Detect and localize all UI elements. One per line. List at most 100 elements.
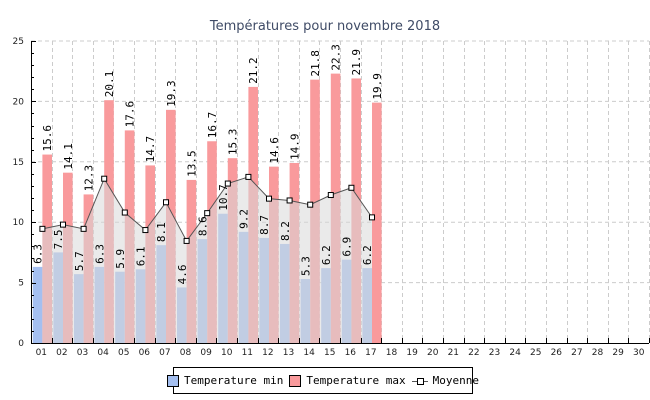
legend-label-average: Moyenne (432, 374, 480, 387)
average-point-marker (245, 173, 252, 180)
label-temperature-max: 14.9 (288, 134, 301, 161)
label-temperature-min: 5.3 (299, 256, 312, 276)
chart-title: Températures pour novembre 2018 (209, 19, 440, 34)
x-tick-label: 30 (633, 348, 645, 358)
average-point-marker (39, 225, 46, 232)
average-point-marker (101, 175, 108, 182)
x-tick-label: 16 (345, 348, 357, 358)
average-point-marker (307, 201, 314, 208)
y-tick-label: 15 (13, 158, 24, 168)
x-tick-label: 20 (427, 348, 439, 358)
label-temperature-max: 14.7 (144, 136, 157, 163)
label-temperature-max: 20.1 (103, 71, 116, 98)
average-point-marker (327, 192, 334, 199)
x-tick-label: 15 (324, 348, 335, 358)
x-tick-label: 26 (551, 348, 563, 358)
x-tick-label: 29 (612, 348, 624, 358)
label-temperature-max: 12.3 (82, 165, 95, 192)
y-tick-label: 25 (13, 37, 24, 47)
legend-label-min: Temperature min (183, 374, 284, 387)
label-temperature-max: 16.7 (206, 112, 219, 139)
x-tick-label: 09 (200, 348, 212, 358)
label-temperature-min: 6.3 (32, 244, 45, 264)
x-tick-label: 14 (303, 348, 315, 358)
x-tick-label: 08 (180, 348, 192, 358)
average-point-marker (183, 237, 190, 244)
label-temperature-max: 19.9 (371, 73, 384, 100)
average-fill-area (42, 176, 373, 343)
x-tick-label: 03 (77, 348, 88, 358)
legend-item-max: Temperature max (289, 374, 406, 387)
x-tick-label: 17 (365, 348, 376, 358)
x-tick-label: 07 (159, 348, 170, 358)
legend-swatch-min (166, 374, 179, 387)
average-point-marker (60, 221, 66, 228)
x-tick-label: 21 (448, 348, 459, 358)
label-temperature-min: 7.5 (52, 230, 65, 250)
x-tick-label: 13 (283, 348, 294, 358)
label-temperature-min: 8.2 (279, 221, 292, 241)
label-temperature-max: 22.3 (330, 44, 343, 71)
x-tick-label: 27 (571, 348, 582, 358)
label-temperature-min: 8.6 (196, 216, 209, 236)
label-temperature-max: 15.6 (41, 125, 54, 152)
x-tick-label: 18 (386, 348, 398, 358)
average-point-marker (121, 209, 128, 216)
label-temperature-min: 5.7 (73, 251, 86, 271)
legend-line-marker-icon (411, 376, 428, 386)
label-temperature-max: 19.3 (165, 80, 178, 107)
label-temperature-min: 6.2 (361, 245, 374, 265)
x-tick-label: 25 (530, 348, 541, 358)
y-tick-label: 20 (13, 97, 25, 107)
average-point-marker (204, 210, 211, 217)
average-line (39, 173, 375, 244)
label-temperature-min: 8.7 (258, 215, 271, 235)
x-tick-label: 12 (262, 348, 273, 358)
average-point-marker (266, 195, 272, 202)
y-tick-label: 5 (18, 279, 24, 289)
x-tick-label: 10 (221, 348, 233, 358)
average-area (42, 176, 373, 343)
y-tick-label: 10 (13, 218, 25, 228)
x-tick-label: 06 (139, 348, 151, 358)
average-point-marker (142, 227, 149, 234)
x-tick-label: 23 (489, 348, 500, 358)
average-point-marker (369, 214, 375, 221)
value-labels: 6.3 15.6 7.5 14.1 5.7 12.3 6.3 20.1 5.9 17.6 6.1 14… (32, 44, 384, 284)
legend-label-max: Temperature max (306, 374, 406, 387)
x-tick-label: 28 (592, 348, 604, 358)
x-tick-label: 02 (56, 348, 67, 358)
legend: Temperature min Temperature max Moyenne (166, 367, 479, 394)
average-point-marker (348, 184, 355, 191)
legend-item-min: Temperature min (166, 374, 284, 387)
label-temperature-max: 17.6 (124, 101, 137, 128)
label-temperature-min: 6.3 (93, 244, 106, 264)
label-temperature-min: 9.2 (238, 209, 251, 229)
average-point-marker (224, 180, 231, 187)
label-temperature-min: 10.7 (217, 184, 230, 211)
label-temperature-min: 6.1 (135, 246, 148, 266)
y-tick-label: 0 (18, 339, 24, 349)
x-tick-label: 11 (242, 348, 253, 358)
average-point-marker (80, 225, 87, 232)
legend-swatch-max (289, 374, 302, 387)
label-temperature-min: 4.6 (176, 265, 189, 285)
bar-temperature-min (32, 266, 43, 343)
average-point-marker (286, 197, 293, 204)
label-temperature-min: 8.1 (155, 222, 168, 242)
label-temperature-max: 13.5 (185, 150, 198, 177)
x-tick-label: 05 (118, 348, 129, 358)
average-point-marker (163, 199, 169, 206)
label-temperature-max: 21.8 (309, 50, 322, 77)
x-tick-label: 22 (468, 348, 479, 358)
label-temperature-min: 5.9 (114, 249, 127, 269)
x-tick-label: 04 (97, 348, 109, 358)
legend-item-average: Moyenne (411, 374, 480, 387)
label-temperature-max: 14.1 (62, 143, 75, 170)
label-temperature-max: 21.2 (247, 57, 260, 84)
label-temperature-max: 15.3 (227, 129, 240, 156)
label-temperature-max: 14.6 (268, 137, 281, 164)
x-tick-label: 19 (406, 348, 418, 358)
x-tick-label: 01 (36, 348, 47, 358)
